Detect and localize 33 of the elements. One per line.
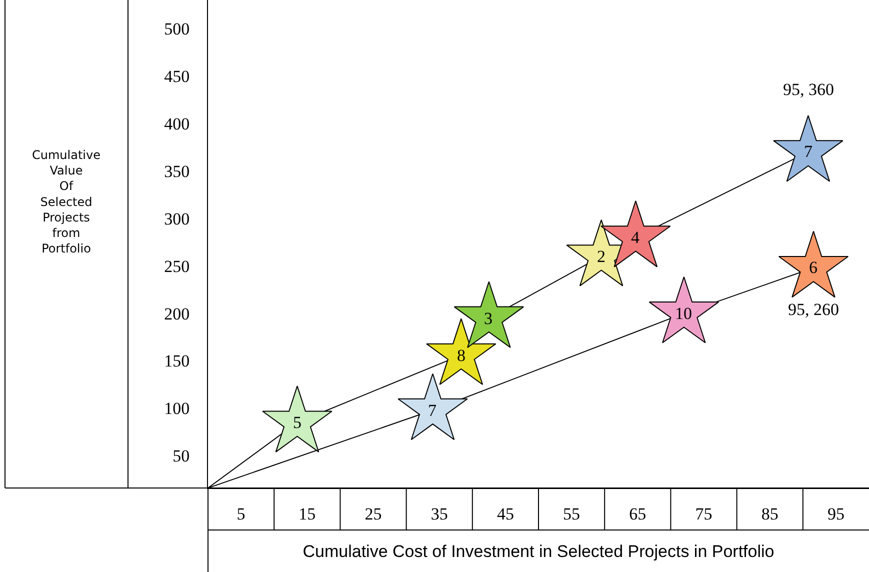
y-tick-label: 500	[164, 19, 190, 38]
y-tick-label: 300	[164, 209, 190, 228]
y-tick-label: 350	[164, 162, 190, 181]
x-axis-title: Cumulative Cost of Investment in Selected Projects in Portfolio	[302, 542, 774, 561]
y-tick-label: 200	[164, 304, 190, 324]
x-tick-label: 85	[761, 504, 778, 524]
annotation: 10	[675, 304, 692, 323]
x-tick-label: 95	[827, 504, 844, 524]
x-tick-label: 65	[629, 504, 646, 524]
text: Cumulative Value Of Selected Projects from Portfolio	[32, 148, 100, 256]
annotation: 3	[484, 309, 492, 328]
x-tick-label: 45	[496, 504, 514, 524]
annotation: 6	[809, 258, 818, 277]
y-tick-label: 400	[164, 114, 190, 134]
annotation: 5	[293, 413, 302, 432]
annotation: 95, 360	[783, 80, 834, 99]
annotation: 7	[428, 401, 437, 420]
x-tick-label: 35	[430, 504, 448, 524]
annotation: 7	[804, 142, 813, 161]
y-tick-label: 150	[164, 352, 190, 371]
y-tick-label: 100	[164, 399, 190, 418]
x-tick-label: 75	[695, 504, 712, 524]
x-tick-label: 55	[563, 504, 580, 524]
annotation: 2	[597, 247, 606, 266]
x-tick-label: 15	[298, 504, 316, 524]
annotation: 4	[631, 228, 640, 247]
y-tick-label: 50	[172, 446, 190, 466]
annotation: 95, 260	[788, 300, 839, 319]
x-tick-label: 25	[364, 504, 382, 524]
x-tick-label: 5	[236, 504, 246, 524]
annotation: 8	[457, 346, 466, 365]
y-tick-label: 450	[164, 66, 190, 86]
y-tick-label: 250	[164, 256, 190, 276]
